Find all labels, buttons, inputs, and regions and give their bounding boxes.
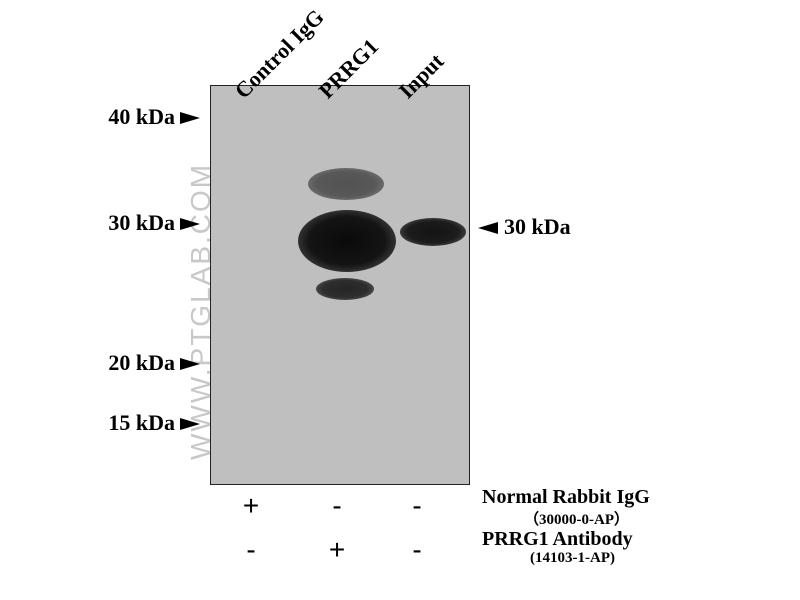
figure-root: WWW.PTGLAB.COM Control IgG PRRG1 Input 4… — [0, 0, 800, 600]
arrow-target — [478, 222, 498, 234]
ladder-30: 30 kDa — [85, 210, 175, 236]
arrow-30 — [180, 218, 200, 230]
target-label: 30 kDa — [504, 214, 571, 240]
ladder-20: 20 kDa — [85, 350, 175, 376]
row1-lane3: - — [402, 490, 432, 522]
row1-lane1: + — [236, 490, 266, 522]
band-prrg1-main — [298, 210, 396, 272]
band-input — [400, 218, 466, 246]
ab-cat-prrg1: (14103-1-AP) — [530, 550, 615, 567]
row2-lane1: - — [236, 534, 266, 566]
row2-lane2: + — [322, 534, 352, 566]
arrow-15 — [180, 418, 200, 430]
band-prrg1-upper — [308, 168, 384, 200]
ladder-40: 40 kDa — [85, 104, 175, 130]
ab-label-normal-igg: Normal Rabbit IgG — [482, 486, 650, 509]
arrow-20 — [180, 358, 200, 370]
row2-lane3: - — [402, 534, 432, 566]
row1-lane2: - — [322, 490, 352, 522]
ab-label-prrg1: PRRG1 Antibody — [482, 528, 633, 551]
arrow-40 — [180, 112, 200, 124]
ladder-15: 15 kDa — [85, 410, 175, 436]
band-prrg1-lower — [316, 278, 374, 300]
ab-cat-normal-igg: （30000-0-AP） — [524, 508, 629, 529]
